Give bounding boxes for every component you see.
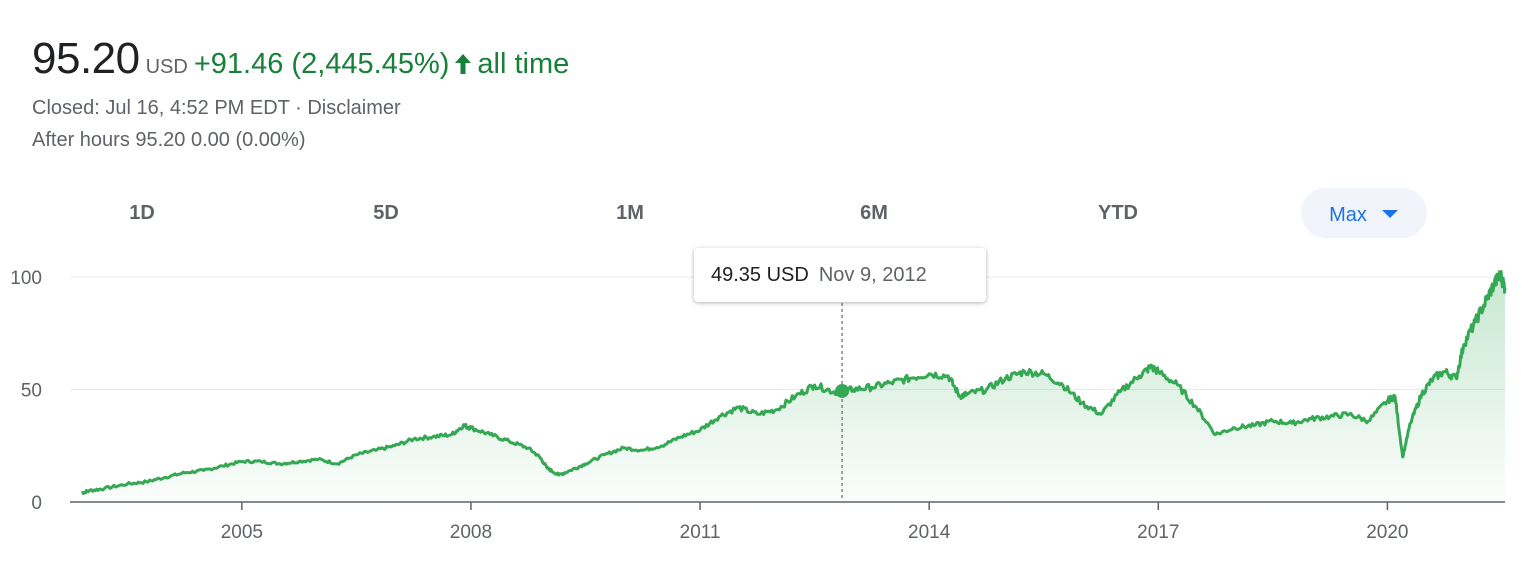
range-label: YTD (1098, 202, 1138, 224)
y-tick-label: 100 (10, 268, 42, 289)
x-tick-label: 2008 (450, 522, 492, 543)
range-tab-5d[interactable]: 5D (323, 188, 449, 238)
tooltip-value: 49.35 USD (711, 264, 809, 286)
after-hours: After hours 95.20 0.00 (0.00%) (32, 129, 306, 151)
closed-status: Closed: Jul 16, 4:52 PM EDT · Disclaimer (32, 97, 401, 120)
y-tick-label: 0 (31, 493, 42, 514)
y-tick-label: 50 (21, 381, 42, 402)
closed-time: Closed: Jul 16, 4:52 PM EDT (32, 97, 290, 119)
price-area (81, 271, 1505, 502)
range-tab-1m[interactable]: 1M (567, 188, 693, 238)
x-tick-label: 2020 (1366, 522, 1408, 543)
arrow-up-icon (453, 53, 473, 80)
range-label: 6M (860, 202, 888, 224)
x-tick-label: 2014 (908, 522, 951, 543)
quote-header: 95.20 USD +91.46 (2,445.45%) all time (32, 34, 569, 84)
range-tab-6m[interactable]: 6M (811, 188, 937, 238)
hover-point (835, 383, 850, 398)
range-tab-1d[interactable]: 1D (79, 188, 205, 238)
range-label: Max (1329, 204, 1367, 226)
price-change: +91.46 (2,445.45%) (193, 48, 450, 80)
range-label: 1D (129, 202, 155, 224)
range-tabs: 1D 5D 1M 6M YTD Max (0, 188, 1536, 240)
meta-separator: · (289, 97, 308, 119)
range-tab-ytd[interactable]: YTD (1055, 188, 1181, 238)
x-tick-label: 2011 (680, 522, 721, 543)
currency-code: USD (145, 56, 188, 78)
tooltip-date: Nov 9, 2012 (818, 264, 927, 286)
hover-tooltip: 49.35 USD Nov 9, 2012 (694, 248, 986, 302)
caret-down-icon (1381, 188, 1399, 238)
range-label: 5D (373, 202, 399, 224)
current-price: 95.20 (32, 34, 140, 83)
range-label: 1M (616, 202, 644, 224)
change-period: all time (477, 48, 570, 80)
x-tick-label: 2005 (221, 522, 263, 543)
range-tab-max[interactable]: Max (1301, 188, 1427, 238)
disclaimer-link[interactable]: Disclaimer (307, 97, 401, 119)
x-tick-label: 2017 (1137, 522, 1179, 543)
